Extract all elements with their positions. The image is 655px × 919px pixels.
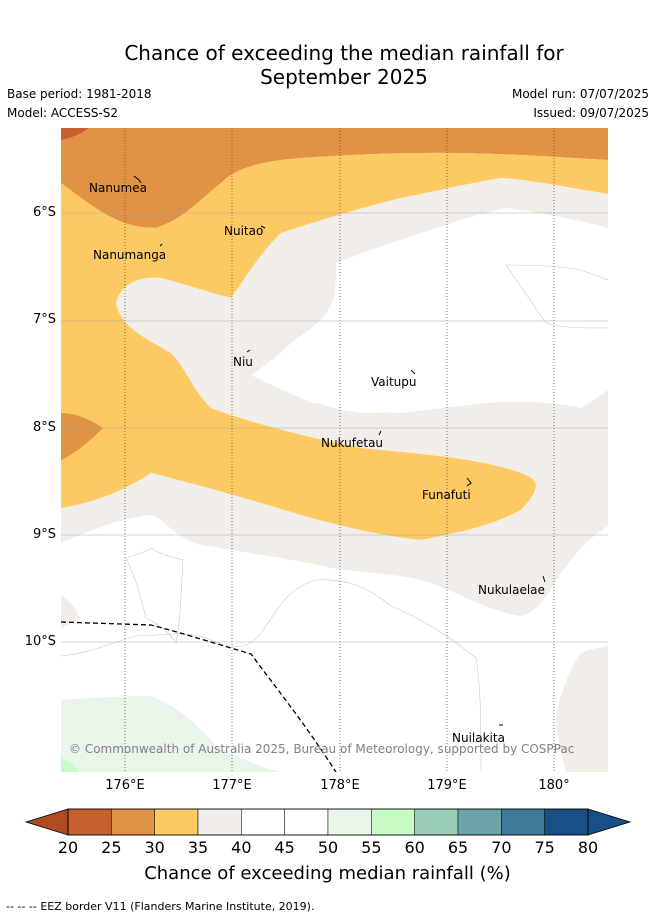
zone-30-35 bbox=[61, 128, 608, 228]
zone-30-35-left bbox=[61, 413, 103, 460]
colorbar-tick-label: 60 bbox=[404, 838, 425, 857]
forecast-map bbox=[61, 128, 608, 772]
colorbar-segment bbox=[501, 808, 545, 836]
island-label-nukulaelae: Nukulaelae bbox=[478, 583, 545, 597]
zone-55-60 bbox=[61, 696, 281, 772]
lon-label-179e: 179°E bbox=[427, 778, 467, 793]
eez-legend-text: EEZ border V11 (Flanders Marine Institut… bbox=[40, 900, 315, 913]
island-label-funafuti: Funafuti bbox=[422, 488, 471, 502]
colorbar-segment bbox=[457, 808, 502, 836]
lat-label-8s: 8°S bbox=[32, 420, 56, 435]
zone-40-45-lower-right bbox=[556, 646, 608, 772]
model-name: Model: ACCESS-S2 bbox=[7, 106, 119, 120]
lat-label-6s: 6°S bbox=[32, 205, 56, 220]
island-label-nanumea: Nanumea bbox=[89, 181, 147, 195]
colorbar-segment bbox=[544, 808, 589, 836]
colorbar-title: Chance of exceeding median rainfall (%) bbox=[144, 863, 511, 884]
colorbar-segment bbox=[327, 808, 372, 836]
latitude-lines bbox=[61, 212, 608, 643]
gridlines bbox=[124, 128, 555, 772]
contours bbox=[61, 264, 608, 772]
colorbar-tick-label: 25 bbox=[101, 838, 122, 857]
model-run: Model run: 07/07/2025 bbox=[511, 87, 649, 101]
colorbar-tick-label: 45 bbox=[274, 838, 295, 857]
lon-label-177e: 177°E bbox=[212, 778, 252, 793]
map-area bbox=[61, 128, 608, 772]
colorbar-outline bbox=[67, 808, 589, 836]
lon-label-178e: 178°E bbox=[320, 778, 360, 793]
colorbar-tick-label: 55 bbox=[361, 838, 382, 857]
colorbar-tick-label: 50 bbox=[317, 838, 339, 857]
colorbar-tick-label: 40 bbox=[231, 838, 252, 857]
island-marks bbox=[133, 175, 546, 726]
colorbar-tick-label: 30 bbox=[144, 838, 165, 857]
colorbar-segment bbox=[414, 808, 459, 836]
colorbar-segment bbox=[284, 808, 329, 836]
eez-legend-symbol: -- -- -- bbox=[6, 900, 37, 913]
zone-45-55-inner bbox=[254, 208, 608, 413]
lat-label-9s: 9°S bbox=[32, 527, 56, 542]
colorbar-segment bbox=[371, 808, 415, 836]
colorbar-segment bbox=[154, 808, 199, 836]
lon-label-180: 180° bbox=[538, 778, 570, 793]
colorbar-tick-label: 65 bbox=[447, 838, 469, 857]
map-title-line2: September 2025 bbox=[260, 65, 428, 89]
colorbar-segment bbox=[111, 808, 155, 836]
zone-35-40-upper bbox=[61, 152, 608, 540]
colorbar-extend-low bbox=[24, 808, 69, 836]
island-label-nuitao: Nuitao bbox=[224, 224, 264, 238]
island-label-vaitupu: Vaitupu bbox=[371, 375, 417, 389]
zone-40-45-lower-left bbox=[61, 596, 79, 628]
colorbar-segment bbox=[241, 808, 285, 836]
colorbar-extend-high bbox=[587, 808, 632, 836]
copyright-notice: © Commonwealth of Australia 2025, Bureau… bbox=[69, 742, 575, 756]
eez-legend: -- -- -- EEZ border V11 (Flanders Marine… bbox=[6, 900, 314, 913]
colorbar-tick-label: 80 bbox=[577, 838, 599, 857]
island-label-niu: Niu bbox=[233, 355, 253, 369]
base-period: Base period: 1981-2018 bbox=[7, 87, 152, 101]
issued-date: Issued: 09/07/2025 bbox=[533, 106, 649, 120]
island-label-nuilakita: Nuilakita bbox=[452, 731, 505, 745]
colorbar-segment bbox=[197, 808, 242, 836]
lon-label-176e: 176°E bbox=[105, 778, 145, 793]
colorbar-segment bbox=[67, 808, 112, 836]
colorbar bbox=[24, 808, 632, 836]
colorbar-tick-label: 35 bbox=[187, 838, 209, 857]
island-label-nukufetau: Nukufetau bbox=[321, 436, 384, 450]
lat-label-7s: 7°S bbox=[32, 312, 56, 327]
map-title-line1: Chance of exceeding the median rainfall … bbox=[124, 41, 564, 65]
zone-40-45 bbox=[61, 178, 608, 616]
island-label-nanumanga: Nanumanga bbox=[93, 248, 167, 262]
colorbar-tick-label: 20 bbox=[57, 838, 79, 857]
eez-border bbox=[61, 621, 337, 772]
zone-25-30 bbox=[61, 128, 89, 140]
zone-60-65 bbox=[61, 758, 79, 772]
colorbar-tick-label: 70 bbox=[491, 838, 512, 857]
lat-label-10s: 10°S bbox=[24, 634, 56, 649]
colorbar-tick-label: 75 bbox=[534, 838, 555, 857]
